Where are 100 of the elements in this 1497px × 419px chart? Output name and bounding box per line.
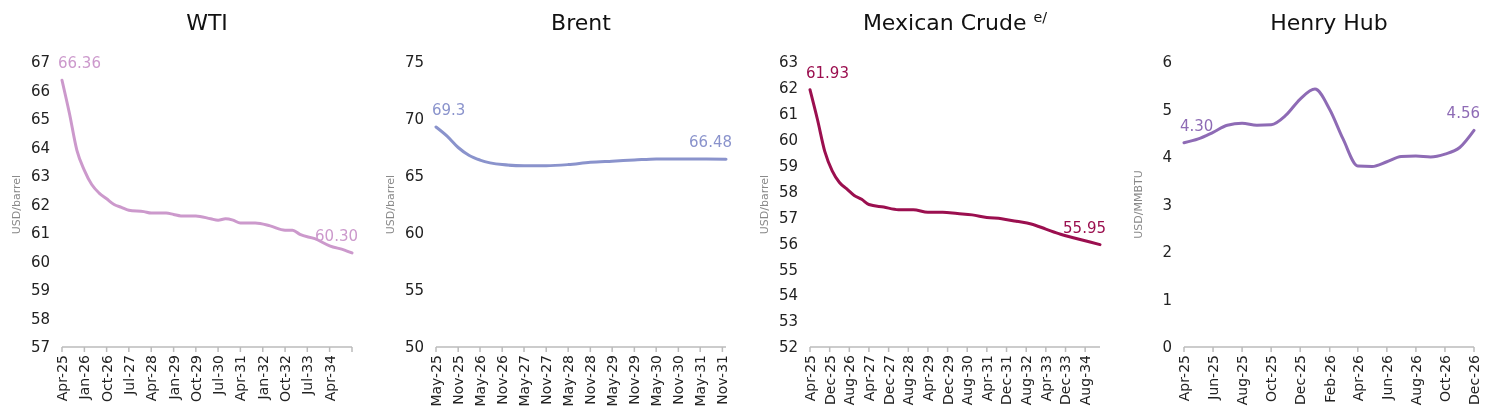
x-tick-label: Apr-25: [801, 355, 818, 402]
y-tick-label: 67: [30, 53, 50, 72]
y-tick-label: 65: [30, 110, 50, 129]
x-tick-label: May-28: [560, 355, 577, 407]
y-tick-label: 70: [404, 110, 424, 129]
chart-title: Brent: [551, 10, 612, 35]
x-tick-label: Aug-26: [841, 354, 858, 406]
y-tick-label: 53: [778, 312, 798, 331]
x-tick-label: Apr-33: [1037, 355, 1054, 402]
x-tick-label: Nov-29: [626, 355, 643, 405]
x-tick-label: Apr-26: [1349, 354, 1366, 402]
data-label: 66.36: [58, 54, 101, 73]
x-tick-label: Nov-28: [582, 355, 599, 405]
y-tick-label: 61: [778, 105, 798, 124]
data-label: 4.30: [1180, 116, 1214, 135]
y-tick-label: 3: [1162, 195, 1172, 214]
y-axis-title: USD/barrel: [384, 174, 397, 235]
x-tick-label: Aug-34: [1077, 354, 1094, 406]
chart-title: Henry Hub: [1270, 10, 1388, 35]
y-tick-label: 59: [778, 156, 798, 175]
data-label: 61.93: [806, 63, 849, 82]
y-tick-label: 64: [30, 138, 50, 157]
x-tick-label: Dec-25: [1292, 355, 1309, 405]
y-tick-label: 2: [1162, 243, 1172, 262]
x-tick-label: Aug-32: [1018, 355, 1035, 406]
x-tick-label: Jul-27: [120, 355, 137, 396]
x-tick-label: Nov-27: [538, 355, 555, 405]
x-tick-label: Dec-29: [939, 355, 956, 405]
y-tick-label: 60: [778, 130, 798, 149]
x-tick-label: Feb-26: [1321, 354, 1338, 403]
x-tick-label: Aug-30: [959, 355, 976, 406]
x-tick-label: Dec-33: [1057, 355, 1074, 405]
y-tick-label: 55: [404, 281, 424, 300]
x-tick-label: Apr-25: [1175, 355, 1192, 402]
x-tick-label: Dec-27: [880, 355, 897, 405]
y-tick-label: 58: [30, 309, 50, 328]
y-tick-label: 57: [30, 338, 50, 357]
y-tick-label: 58: [778, 182, 798, 201]
y-tick-label: 60: [404, 224, 424, 243]
y-axis-title: USD/MMBTU: [1132, 170, 1145, 239]
x-tick-label: Aug-26: [1407, 354, 1424, 406]
x-tick-label: Oct-26: [98, 354, 115, 403]
y-tick-label: 56: [778, 234, 798, 253]
x-tick-label: Jan-29: [165, 355, 182, 401]
x-tick-label: May-27: [515, 355, 532, 407]
data-label: 66.48: [689, 133, 732, 152]
x-tick-label: Dec-25: [821, 355, 838, 405]
x-tick-label: Jan-26: [76, 354, 93, 401]
x-tick-label: Apr-31: [978, 355, 995, 402]
data-label: 69.3: [432, 100, 466, 119]
x-tick-label: Jan-32: [254, 355, 271, 401]
y-tick-label: 5: [1162, 100, 1172, 119]
y-tick-label: 57: [778, 208, 798, 227]
x-tick-label: Aug-28: [900, 355, 917, 406]
y-tick-label: 62: [778, 79, 798, 98]
x-tick-label: Nov-30: [670, 355, 687, 405]
y-tick-label: 65: [404, 167, 424, 186]
x-tick-label: Dec-26: [1465, 354, 1482, 405]
x-tick-label: May-30: [648, 355, 665, 407]
chart-title: WTI: [186, 10, 228, 35]
chart-title: Mexican Crude $^{e/}$: [862, 9, 1048, 35]
x-tick-label: Nov-31: [714, 355, 731, 405]
x-tick-label: Apr-29: [919, 355, 936, 402]
y-tick-label: 54: [778, 286, 798, 305]
y-tick-label: 63: [778, 53, 798, 72]
x-tick-label: Jun-26: [1378, 354, 1395, 401]
y-tick-label: 4: [1162, 148, 1172, 167]
y-tick-label: 1: [1162, 290, 1172, 309]
x-tick-label: Nov-25: [450, 355, 467, 405]
x-tick-label: Jun-25: [1204, 355, 1221, 401]
x-tick-label: May-25: [427, 355, 444, 407]
y-tick-label: 50: [404, 338, 424, 357]
x-tick-label: Apr-28: [143, 355, 160, 402]
x-tick-label: Aug-25: [1234, 355, 1250, 406]
x-tick-label: Nov-26: [494, 354, 511, 405]
x-tick-label: Apr-25: [53, 355, 70, 402]
x-tick-label: May-31: [692, 355, 709, 407]
y-tick-label: 60: [30, 252, 50, 271]
y-tick-label: 55: [778, 260, 798, 279]
x-tick-label: May-29: [604, 355, 621, 407]
y-axis-title: USD/barrel: [758, 174, 771, 235]
y-tick-label: 63: [30, 167, 50, 186]
x-tick-label: Jul-33: [299, 355, 316, 396]
x-tick-label: Oct-29: [187, 355, 204, 403]
y-tick-label: 52: [778, 338, 798, 357]
data-label: 4.56: [1446, 104, 1480, 123]
x-tick-label: May-26: [471, 354, 488, 407]
data-label: 55.95: [1063, 218, 1106, 237]
x-tick-label: Apr-31: [232, 355, 249, 402]
y-tick-label: 61: [30, 224, 50, 243]
x-tick-label: Oct-32: [276, 355, 293, 403]
x-tick-label: Jul-30: [209, 355, 226, 396]
x-tick-label: Apr-34: [321, 354, 338, 402]
y-tick-label: 62: [30, 195, 50, 214]
x-tick-label: Oct-26: [1436, 354, 1453, 403]
y-tick-label: 59: [30, 281, 50, 300]
y-tick-label: 75: [404, 53, 424, 72]
y-tick-label: 66: [30, 81, 50, 100]
data-label: 60.30: [315, 226, 358, 245]
x-tick-label: Apr-27: [860, 355, 877, 402]
